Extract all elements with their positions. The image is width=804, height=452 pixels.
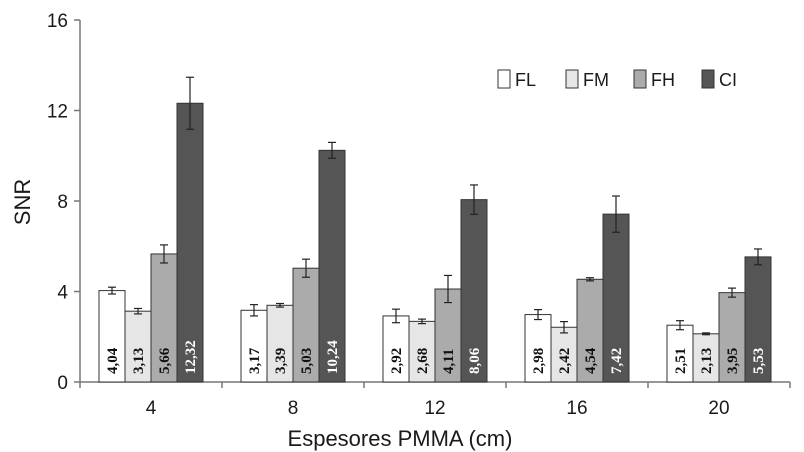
bar-value-label: 5,53: [751, 348, 767, 374]
legend-swatch-fh: [633, 69, 647, 89]
legend-swatch-fl: [497, 69, 511, 89]
bar-ci: [176, 102, 204, 383]
bar-value-label: 5,66: [157, 347, 173, 374]
bar-value-label: 3,13: [131, 348, 147, 374]
y-axis-title: SNR: [10, 179, 35, 225]
bar-value-label: 10,24: [325, 340, 341, 374]
bar-fl: [240, 309, 268, 383]
legend: FL FM FH CI: [497, 69, 737, 90]
y-tick-label: 8: [57, 192, 68, 213]
legend-label-fl: FL: [515, 70, 536, 90]
bar-fl: [524, 314, 552, 383]
y-tick-label: 0: [57, 373, 68, 394]
bar-value-label: 3,95: [725, 348, 741, 374]
y-tick-label: 12: [47, 102, 68, 123]
bar-fm: [692, 333, 720, 383]
bar-ci: [744, 256, 772, 383]
bar-fl: [382, 315, 410, 383]
legend-swatch-fm: [565, 69, 579, 89]
x-tick-label: 16: [566, 398, 587, 419]
x-tick-label: 12: [424, 398, 445, 419]
bar-fh: [434, 288, 462, 383]
x-tick-label: 8: [288, 398, 299, 419]
bar-value-label: 7,42: [609, 348, 625, 374]
bar-fm: [266, 304, 294, 383]
bar-fl: [98, 290, 126, 383]
bar-value-label: 2,92: [389, 348, 405, 374]
bar-fh: [150, 253, 178, 383]
legend-label-fm: FM: [583, 70, 609, 90]
bar-fh: [292, 267, 320, 383]
bar-fh: [576, 278, 604, 383]
y-tick-label: 4: [57, 283, 68, 304]
value-labels: 4,04 3,17 2,92 2,98 2,51 3,13 3,39 2,68 2,42 2,13…: [105, 340, 767, 374]
bar-value-label: 4,04: [105, 347, 121, 374]
bar-value-label: 4,11: [441, 349, 457, 374]
bar-value-label: 3,39: [273, 348, 289, 374]
bar-value-label: 2,51: [673, 348, 689, 374]
bar-value-label: 12,32: [183, 340, 199, 374]
bar-value-label: 2,68: [415, 348, 431, 374]
bar-value-label: 3,17: [247, 347, 263, 374]
legend-swatch-ci: [701, 69, 715, 89]
bar-value-label: 5,03: [299, 348, 315, 374]
bar-ci: [318, 149, 346, 383]
x-tick-label: 20: [708, 398, 729, 419]
legend-label-ci: CI: [719, 70, 737, 90]
legend-label-fh: FH: [651, 70, 675, 90]
bar-fm: [550, 326, 578, 383]
bar-value-label: 2,98: [531, 348, 547, 374]
bar-value-label: 2,13: [699, 348, 715, 374]
x-tick-label: 4: [146, 398, 157, 419]
bar-value-label: 2,42: [557, 348, 573, 374]
bar-value-label: 4,54: [583, 347, 599, 374]
bars: [98, 76, 772, 383]
x-axis-title: Espesores PMMA (cm): [288, 426, 513, 451]
y-tick-label: 16: [47, 11, 68, 32]
bar-value-label: 8,06: [467, 347, 483, 374]
